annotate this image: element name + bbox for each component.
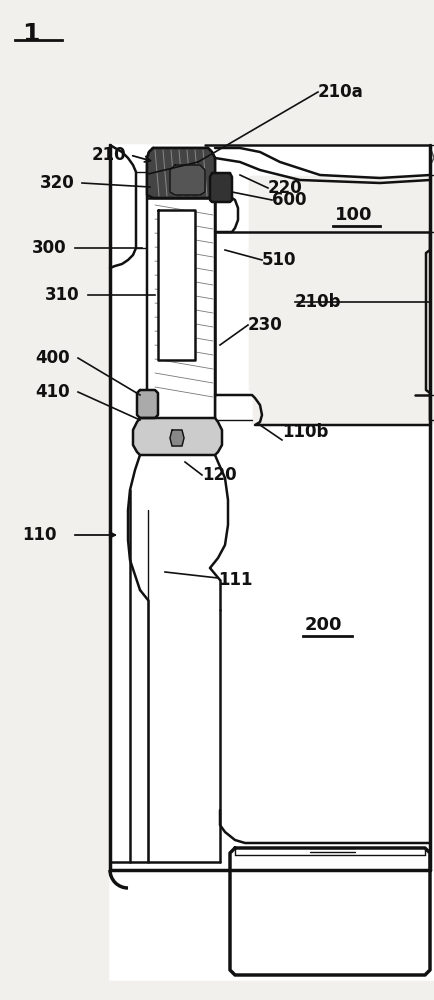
Polygon shape [170, 430, 184, 446]
Polygon shape [158, 210, 195, 360]
Polygon shape [230, 848, 430, 975]
Polygon shape [210, 173, 232, 202]
Polygon shape [133, 418, 222, 455]
Text: 210: 210 [92, 146, 127, 164]
Text: 210b: 210b [295, 293, 342, 311]
Polygon shape [147, 148, 215, 198]
Text: 100: 100 [335, 206, 372, 224]
Text: 400: 400 [35, 349, 69, 367]
Text: 320: 320 [40, 174, 75, 192]
Polygon shape [137, 390, 158, 418]
Polygon shape [147, 148, 215, 430]
Text: 220: 220 [268, 179, 303, 197]
Polygon shape [170, 165, 205, 195]
Text: 410: 410 [35, 383, 69, 401]
Text: 120: 120 [202, 466, 237, 484]
Text: 510: 510 [262, 251, 296, 269]
Text: 310: 310 [45, 286, 79, 304]
Text: 600: 600 [272, 191, 306, 209]
Text: 1: 1 [22, 22, 39, 46]
Text: 110b: 110b [282, 423, 329, 441]
Text: 110: 110 [22, 526, 56, 544]
Text: 200: 200 [305, 616, 342, 634]
Text: 111: 111 [218, 571, 253, 589]
Text: 230: 230 [248, 316, 283, 334]
Text: 210a: 210a [318, 83, 364, 101]
Text: 300: 300 [32, 239, 67, 257]
Polygon shape [110, 145, 434, 980]
